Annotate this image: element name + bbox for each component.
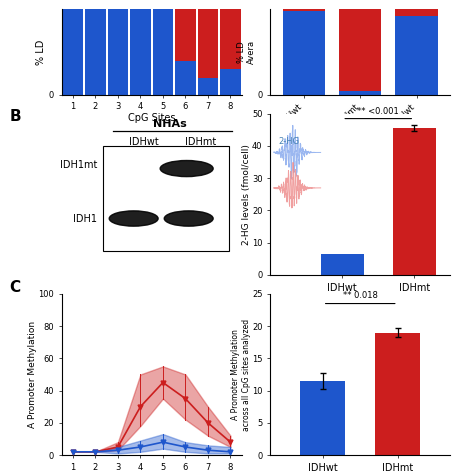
Bar: [220, 9, 241, 69]
X-axis label: CpG Sites: CpG Sites: [128, 113, 175, 123]
Bar: [63, 9, 83, 95]
Bar: [375, 333, 420, 455]
Y-axis label: % LD: % LD: [36, 39, 46, 65]
Bar: [175, 9, 196, 61]
Y-axis label: 2-HG levels (fmol/cell): 2-HG levels (fmol/cell): [242, 144, 251, 245]
Bar: [153, 9, 173, 95]
Bar: [198, 9, 218, 78]
Bar: [395, 16, 438, 95]
Bar: [339, 9, 382, 91]
Text: IDH1mt: IDH1mt: [60, 160, 97, 170]
Text: C: C: [9, 280, 20, 295]
Ellipse shape: [160, 161, 213, 177]
Text: IDH1: IDH1: [73, 213, 97, 224]
Bar: [130, 9, 151, 95]
Ellipse shape: [109, 211, 158, 226]
Y-axis label: A Promoter Methylation: A Promoter Methylation: [28, 321, 37, 428]
Text: ** 0.018: ** 0.018: [343, 292, 378, 301]
Text: IDHmt: IDHmt: [185, 137, 217, 147]
Bar: [339, 91, 382, 95]
Bar: [175, 61, 196, 95]
Bar: [85, 9, 106, 95]
Y-axis label: A Promoter Methylation
across all CpG sites analyzed: A Promoter Methylation across all CpG si…: [231, 319, 251, 430]
Text: 2-HG: 2-HG: [279, 137, 300, 146]
Bar: [283, 9, 325, 11]
Bar: [320, 254, 364, 275]
FancyBboxPatch shape: [103, 146, 229, 251]
Bar: [108, 9, 128, 95]
Bar: [392, 128, 436, 275]
Bar: [220, 69, 241, 95]
Bar: [198, 78, 218, 95]
Text: IDHwt: IDHwt: [129, 137, 159, 147]
Text: NHAs: NHAs: [154, 118, 187, 128]
Text: B: B: [9, 109, 21, 124]
Bar: [395, 9, 438, 16]
Bar: [283, 11, 325, 95]
Y-axis label: % LD
Avera: % LD Avera: [237, 40, 256, 64]
Bar: [300, 381, 345, 455]
Ellipse shape: [164, 211, 213, 226]
Text: ** <0.001: ** <0.001: [357, 107, 399, 116]
